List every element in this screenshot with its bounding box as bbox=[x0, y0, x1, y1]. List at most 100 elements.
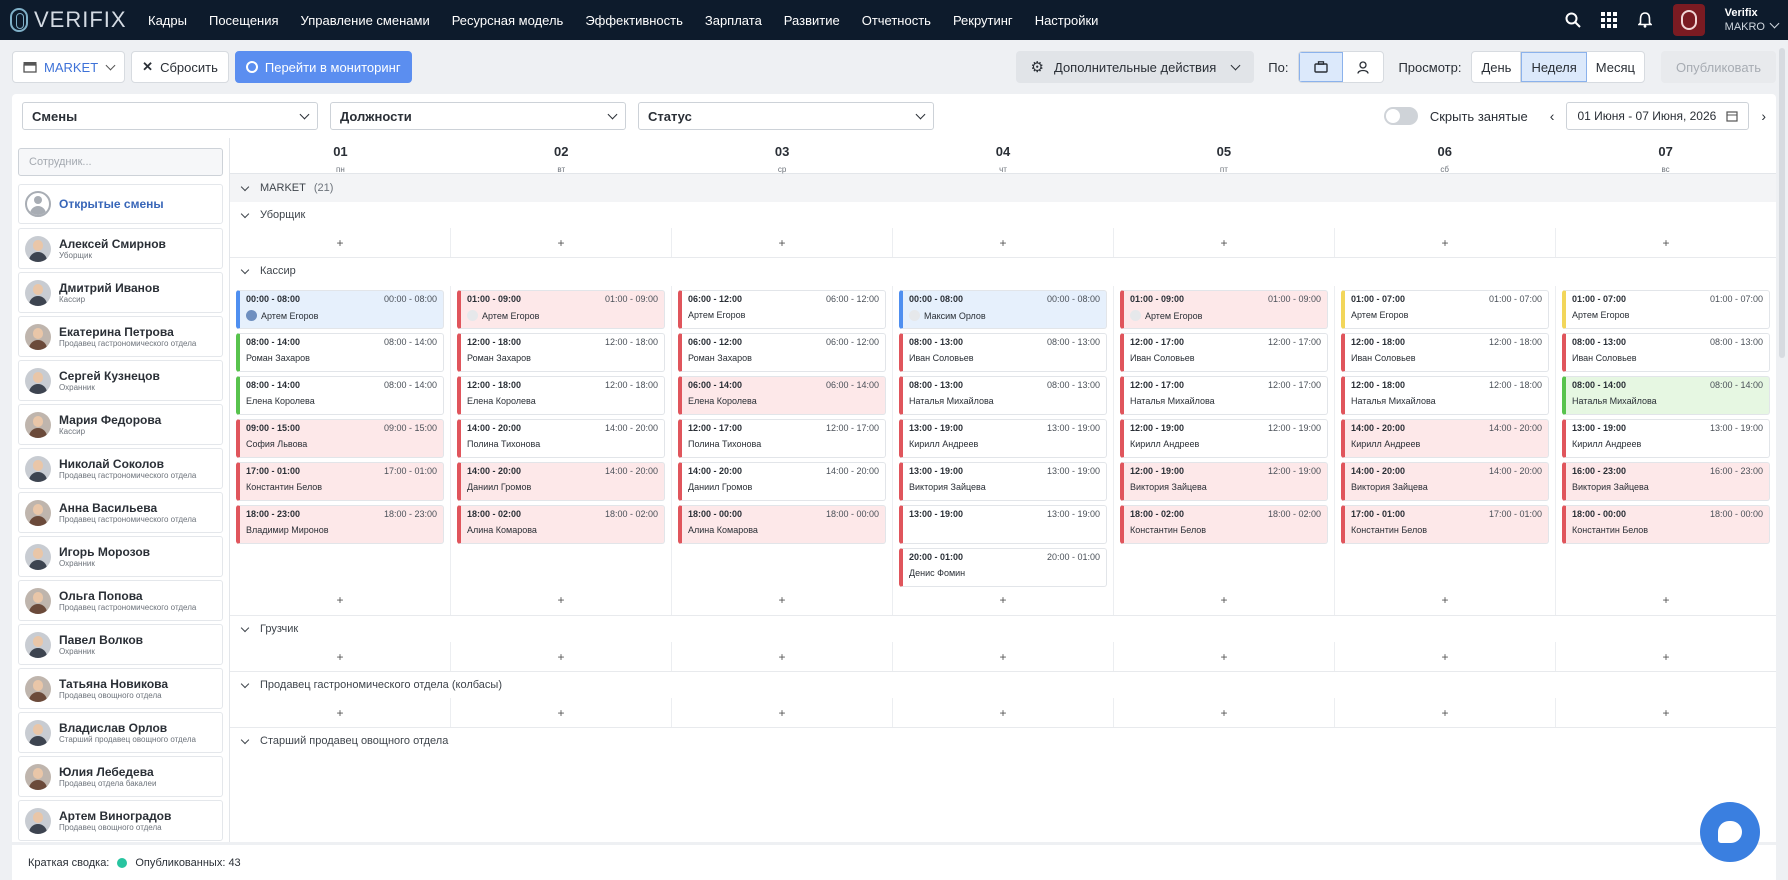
shift-card[interactable]: 14:00 - 20:00 14:00 - 20:00 Виктория Зайце… bbox=[1341, 462, 1549, 501]
prev-week-icon[interactable]: ‹ bbox=[1549, 108, 1555, 124]
add-shift-button[interactable]: + bbox=[1441, 236, 1449, 250]
shift-card[interactable]: 08:00 - 14:00 08:00 - 14:00 Елена Королева bbox=[236, 376, 444, 415]
shift-card[interactable]: 08:00 - 14:00 08:00 - 14:00 Наталья Михайл… bbox=[1562, 376, 1770, 415]
nav-item-kadry[interactable]: Кадры bbox=[148, 12, 187, 28]
shift-card[interactable]: 13:00 - 19:00 13:00 - 19:00 Кирилл Андреев bbox=[899, 419, 1107, 458]
shift-card[interactable]: 12:00 - 17:00 12:00 - 17:00 Иван Соловьев bbox=[1120, 333, 1328, 372]
add-shift-button[interactable]: + bbox=[557, 706, 565, 720]
shift-card[interactable]: 09:00 - 15:00 09:00 - 15:00 София Львова bbox=[236, 419, 444, 458]
add-shift-button[interactable]: + bbox=[999, 593, 1007, 607]
search-icon[interactable] bbox=[1565, 12, 1581, 28]
shift-card[interactable]: 12:00 - 19:00 12:00 - 19:00 Кирилл Андреев bbox=[1120, 419, 1328, 458]
reset-button[interactable]: ✕ Сбросить bbox=[131, 51, 229, 83]
shift-card[interactable]: 12:00 - 18:00 12:00 - 18:00 Роман Захаров bbox=[457, 333, 665, 372]
shifts-filter[interactable]: Смены bbox=[22, 102, 318, 130]
add-shift-button[interactable]: + bbox=[1220, 236, 1228, 250]
add-shift-button[interactable]: + bbox=[336, 650, 344, 664]
nav-item-resource-model[interactable]: Ресурсная модель bbox=[451, 12, 564, 28]
brand-logo[interactable]: VERIFIX bbox=[10, 7, 138, 33]
role-row-loader[interactable]: Грузчик bbox=[230, 616, 1776, 642]
add-shift-button[interactable]: + bbox=[778, 593, 786, 607]
shift-card[interactable]: 06:00 - 14:00 06:00 - 14:00 Елена Королева bbox=[678, 376, 886, 415]
role-row-senior-veg[interactable]: Старший продавец овощного отдела bbox=[230, 728, 1776, 754]
user-menu[interactable]: Verifix MAKRO bbox=[1725, 7, 1780, 34]
shift-card[interactable]: 13:00 - 19:00 13:00 - 19:00 Виктория Зайце… bbox=[899, 462, 1107, 501]
bell-icon[interactable] bbox=[1637, 12, 1653, 28]
shift-card[interactable]: 18:00 - 02:00 18:00 - 02:00 Алина Комарова bbox=[457, 505, 665, 544]
employee-item[interactable]: Мария Федорова Кассир bbox=[18, 404, 223, 445]
page-scrollbar[interactable] bbox=[1779, 48, 1785, 358]
employee-item[interactable]: Екатерина Петрова Продавец гастрономическ… bbox=[18, 316, 223, 357]
date-range-picker[interactable]: 01 Июня - 07 Июня, 2026 bbox=[1566, 102, 1750, 130]
publish-button[interactable]: Опубликовать bbox=[1660, 51, 1776, 83]
shift-card[interactable]: 14:00 - 20:00 14:00 - 20:00 Даниил Громов bbox=[457, 462, 665, 501]
shift-card[interactable]: 16:00 - 23:00 16:00 - 23:00 Виктория Зайце… bbox=[1562, 462, 1770, 501]
chat-button[interactable] bbox=[1700, 802, 1760, 862]
shift-card[interactable]: 06:00 - 12:00 06:00 - 12:00 Роман Захаров bbox=[678, 333, 886, 372]
shift-card[interactable]: 18:00 - 00:00 18:00 - 00:00 Константин Бел… bbox=[1562, 505, 1770, 544]
nav-item-salary[interactable]: Зарплата bbox=[704, 12, 762, 28]
shift-card[interactable]: 00:00 - 08:00 00:00 - 08:00 Артем Егоров bbox=[236, 290, 444, 329]
role-row-cleaner[interactable]: Уборщик bbox=[230, 202, 1776, 228]
add-shift-button[interactable]: + bbox=[999, 236, 1007, 250]
nav-item-attendance[interactable]: Посещения bbox=[208, 12, 279, 28]
shift-card[interactable]: 01:00 - 09:00 01:00 - 09:00 Артем Егоров bbox=[457, 290, 665, 329]
shift-card[interactable]: 08:00 - 14:00 08:00 - 14:00 Роман Захаров bbox=[236, 333, 444, 372]
shift-card[interactable]: 06:00 - 12:00 06:00 - 12:00 Артем Егоров bbox=[678, 290, 886, 329]
add-shift-button[interactable]: + bbox=[557, 593, 565, 607]
positions-filter[interactable]: Должности bbox=[330, 102, 626, 130]
shift-card[interactable]: 12:00 - 19:00 12:00 - 19:00 Виктория Зайце… bbox=[1120, 462, 1328, 501]
shift-card[interactable]: 18:00 - 23:00 18:00 - 23:00 Владимир Мирон… bbox=[236, 505, 444, 544]
shift-card[interactable]: 20:00 - 01:00 20:00 - 01:00 Денис Фомин bbox=[899, 548, 1107, 587]
role-row-deli[interactable]: Продавец гастрономического отдела (колба… bbox=[230, 672, 1776, 698]
add-shift-button[interactable]: + bbox=[999, 650, 1007, 664]
market-selector[interactable]: MARKET bbox=[12, 51, 126, 83]
employee-item[interactable]: Артем Виноградов Продавец овощного отдела bbox=[18, 800, 223, 841]
nav-item-settings[interactable]: Настройки bbox=[1034, 12, 1099, 28]
add-shift-button[interactable]: + bbox=[557, 650, 565, 664]
shift-card[interactable]: 17:00 - 01:00 17:00 - 01:00 Константин Бел… bbox=[236, 462, 444, 501]
add-shift-button[interactable]: + bbox=[999, 706, 1007, 720]
shift-card[interactable]: 14:00 - 20:00 14:00 - 20:00 Полина Тихонов… bbox=[457, 419, 665, 458]
add-shift-button[interactable]: + bbox=[1220, 593, 1228, 607]
shift-card[interactable]: 08:00 - 13:00 08:00 - 13:00 Иван Соловьев bbox=[899, 333, 1107, 372]
add-shift-button[interactable]: + bbox=[778, 650, 786, 664]
add-shift-button[interactable]: + bbox=[557, 236, 565, 250]
add-shift-button[interactable]: + bbox=[1662, 593, 1670, 607]
add-shift-button[interactable]: + bbox=[778, 236, 786, 250]
more-actions-button[interactable]: ⚙ Дополнительные действия bbox=[1015, 51, 1255, 83]
nav-item-development[interactable]: Развитие bbox=[783, 12, 840, 28]
shift-card[interactable]: 12:00 - 18:00 12:00 - 18:00 Елена Королева bbox=[457, 376, 665, 415]
shift-card[interactable]: 18:00 - 02:00 18:00 - 02:00 Константин Бел… bbox=[1120, 505, 1328, 544]
employee-item[interactable]: Игорь Морозов Охранник bbox=[18, 536, 223, 577]
add-shift-button[interactable]: + bbox=[1662, 650, 1670, 664]
employee-item[interactable]: Дмитрий Иванов Кассир bbox=[18, 272, 223, 313]
add-shift-button[interactable]: + bbox=[1441, 650, 1449, 664]
shift-card[interactable]: 14:00 - 20:00 14:00 - 20:00 Кирилл Андреев bbox=[1341, 419, 1549, 458]
nav-item-efficiency[interactable]: Эффективность bbox=[585, 12, 683, 28]
employee-item[interactable]: Николай Соколов Продавец гастрономическог… bbox=[18, 448, 223, 489]
open-shifts-item[interactable]: Открытые смены bbox=[18, 184, 223, 224]
employee-item[interactable]: Сергей Кузнецов Охранник bbox=[18, 360, 223, 401]
add-shift-button[interactable]: + bbox=[1662, 236, 1670, 250]
add-shift-button[interactable]: + bbox=[336, 236, 344, 250]
next-week-icon[interactable]: › bbox=[1761, 108, 1766, 124]
role-row-cashier[interactable]: Кассир bbox=[230, 258, 1776, 284]
add-shift-button[interactable]: + bbox=[1441, 593, 1449, 607]
group-by-employee-button[interactable] bbox=[1343, 52, 1383, 82]
shift-card[interactable]: 01:00 - 07:00 01:00 - 07:00 Артем Егоров bbox=[1341, 290, 1549, 329]
shift-card[interactable]: 14:00 - 20:00 14:00 - 20:00 Даниил Громов bbox=[678, 462, 886, 501]
shift-card[interactable]: 01:00 - 09:00 01:00 - 09:00 Артем Егоров bbox=[1120, 290, 1328, 329]
add-shift-button[interactable]: + bbox=[1220, 650, 1228, 664]
shift-card[interactable]: 12:00 - 17:00 12:00 - 17:00 Полина Тихонов… bbox=[678, 419, 886, 458]
view-day-button[interactable]: День bbox=[1472, 52, 1522, 82]
shift-card[interactable]: 17:00 - 01:00 17:00 - 01:00 Константин Бел… bbox=[1341, 505, 1549, 544]
employee-item[interactable]: Юлия Лебедева Продавец отдела бакалеи bbox=[18, 756, 223, 797]
shift-card[interactable]: 01:00 - 07:00 01:00 - 07:00 Артем Егоров bbox=[1562, 290, 1770, 329]
add-shift-button[interactable]: + bbox=[778, 706, 786, 720]
shift-card[interactable]: 13:00 - 19:00 13:00 - 19:00 bbox=[899, 505, 1107, 544]
add-shift-button[interactable]: + bbox=[1441, 706, 1449, 720]
employee-item[interactable]: Владислав Орлов Старший продавец овощного… bbox=[18, 712, 223, 753]
shift-card[interactable]: 18:00 - 00:00 18:00 - 00:00 Алина Комарова bbox=[678, 505, 886, 544]
add-shift-button[interactable]: + bbox=[1662, 706, 1670, 720]
